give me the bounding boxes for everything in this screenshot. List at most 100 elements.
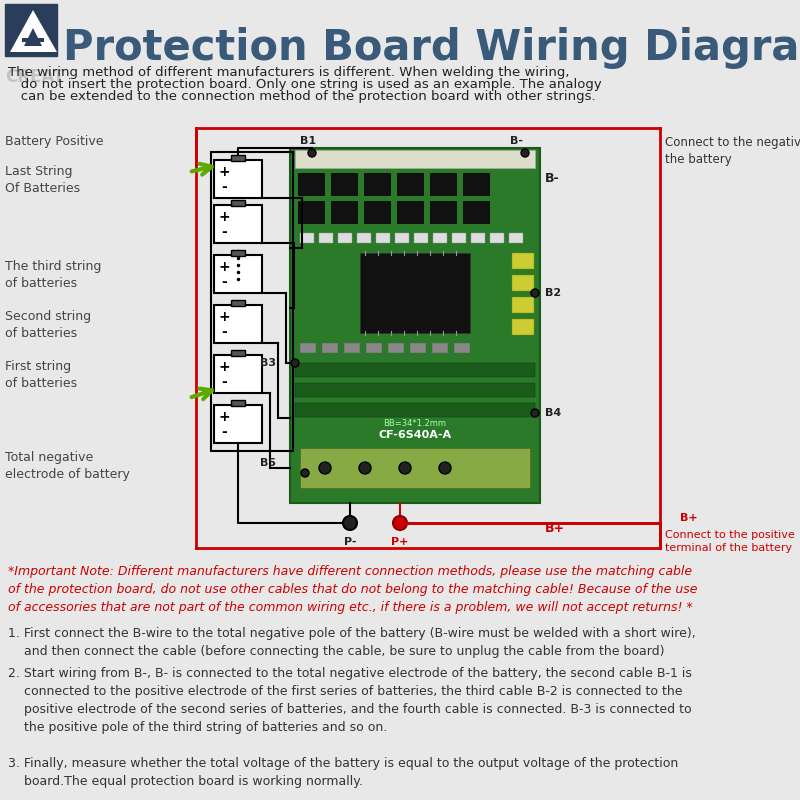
Bar (214, 355, 262, 393)
Text: B5: B5 (260, 458, 276, 468)
Text: +: + (218, 310, 230, 324)
Bar (231, 400, 245, 406)
Bar (338, 233, 352, 243)
Bar (322, 343, 338, 353)
Circle shape (343, 516, 357, 530)
Circle shape (308, 149, 316, 157)
Bar (452, 233, 466, 243)
Circle shape (531, 409, 539, 417)
Bar (5, 4, 57, 56)
Bar (214, 405, 262, 443)
Bar (376, 233, 390, 243)
Bar (512, 253, 534, 269)
Text: B+: B+ (545, 522, 565, 534)
Bar (290, 148, 540, 503)
Bar (414, 233, 428, 243)
Text: The wiring method of different manufacturers is different. When welding the wiri: The wiring method of different manufactu… (8, 66, 570, 79)
Text: Last String
Of Batteries: Last String Of Batteries (5, 165, 80, 195)
Text: CREAT: CREAT (5, 68, 64, 86)
Text: -: - (221, 375, 227, 390)
Circle shape (359, 462, 371, 474)
Bar (22, 38, 44, 42)
Text: +: + (218, 165, 230, 179)
Bar (300, 448, 530, 488)
Bar (463, 173, 489, 195)
Bar (231, 350, 245, 356)
Bar (512, 297, 534, 313)
Bar (298, 201, 324, 223)
Bar (360, 253, 470, 333)
Text: -: - (221, 226, 227, 239)
Text: +: + (218, 360, 230, 374)
Bar (509, 233, 523, 243)
Bar (231, 155, 245, 161)
Text: can be extended to the connection method of the protection board with other stri: can be extended to the connection method… (8, 90, 596, 103)
Text: Connect to the negative terminal of
the battery: Connect to the negative terminal of the … (665, 136, 800, 166)
Text: B3: B3 (260, 358, 276, 368)
Circle shape (531, 289, 539, 297)
Bar (471, 233, 485, 243)
Text: B-: B- (510, 136, 523, 146)
Bar (300, 233, 314, 243)
Bar (295, 363, 535, 377)
Text: 3. Finally, measure whether the total voltage of the battery is equal to the out: 3. Finally, measure whether the total vo… (8, 757, 678, 788)
Bar (214, 255, 262, 293)
Circle shape (521, 149, 529, 157)
Bar (395, 233, 409, 243)
Text: P+: P+ (391, 537, 409, 547)
Bar (295, 403, 535, 417)
Text: Connect to the positive
terminal of the battery: Connect to the positive terminal of the … (665, 530, 794, 554)
Bar (430, 201, 456, 223)
Bar (512, 275, 534, 291)
Bar (214, 160, 262, 198)
Text: First string
of batteries: First string of batteries (5, 360, 77, 390)
Text: *Important Note: Different manufacturers have different connection methods, plea: *Important Note: Different manufacturers… (8, 565, 698, 614)
Bar (410, 343, 426, 353)
Text: 2. Start wiring from B-, B- is connected to the total negative electrode of the : 2. Start wiring from B-, B- is connected… (8, 667, 692, 734)
Bar (331, 173, 357, 195)
Bar (357, 233, 371, 243)
Bar (319, 233, 333, 243)
Bar (211, 152, 293, 451)
Bar (231, 200, 245, 206)
Text: BB=34*1.2mm: BB=34*1.2mm (383, 418, 446, 427)
Bar (397, 201, 423, 223)
Text: +: + (218, 410, 230, 424)
Bar (454, 343, 470, 353)
Text: Total negative
electrode of battery: Total negative electrode of battery (5, 451, 130, 481)
Text: B1: B1 (300, 136, 316, 146)
Bar (231, 250, 245, 256)
Bar (432, 343, 448, 353)
Circle shape (399, 462, 411, 474)
Text: B2: B2 (545, 288, 561, 298)
Text: 1. First connect the B-wire to the total negative pole of the battery (B-wire mu: 1. First connect the B-wire to the total… (8, 627, 696, 658)
Text: -: - (221, 326, 227, 339)
Bar (433, 233, 447, 243)
Bar (298, 173, 324, 195)
Text: CF-6S40A-A: CF-6S40A-A (378, 430, 451, 440)
Text: B+: B+ (680, 513, 698, 523)
Circle shape (319, 462, 331, 474)
Bar (295, 150, 535, 168)
Bar (397, 173, 423, 195)
Bar (331, 201, 357, 223)
Bar (364, 201, 390, 223)
Text: +: + (218, 210, 230, 224)
Bar (490, 233, 504, 243)
Polygon shape (24, 28, 42, 46)
Bar (231, 300, 245, 306)
Polygon shape (10, 10, 57, 52)
Text: +: + (218, 260, 230, 274)
Text: Battery Positive: Battery Positive (5, 135, 103, 148)
Text: -: - (221, 275, 227, 290)
Bar (430, 173, 456, 195)
Text: B-: B- (545, 171, 560, 185)
Bar (364, 173, 390, 195)
Text: Protection Board Wiring Diagram: Protection Board Wiring Diagram (63, 27, 800, 69)
Bar (344, 343, 360, 353)
Text: Second string
of batteries: Second string of batteries (5, 310, 91, 340)
Bar (300, 343, 316, 353)
Circle shape (301, 469, 309, 477)
Text: The third string
of batteries: The third string of batteries (5, 260, 102, 290)
Bar (388, 343, 404, 353)
